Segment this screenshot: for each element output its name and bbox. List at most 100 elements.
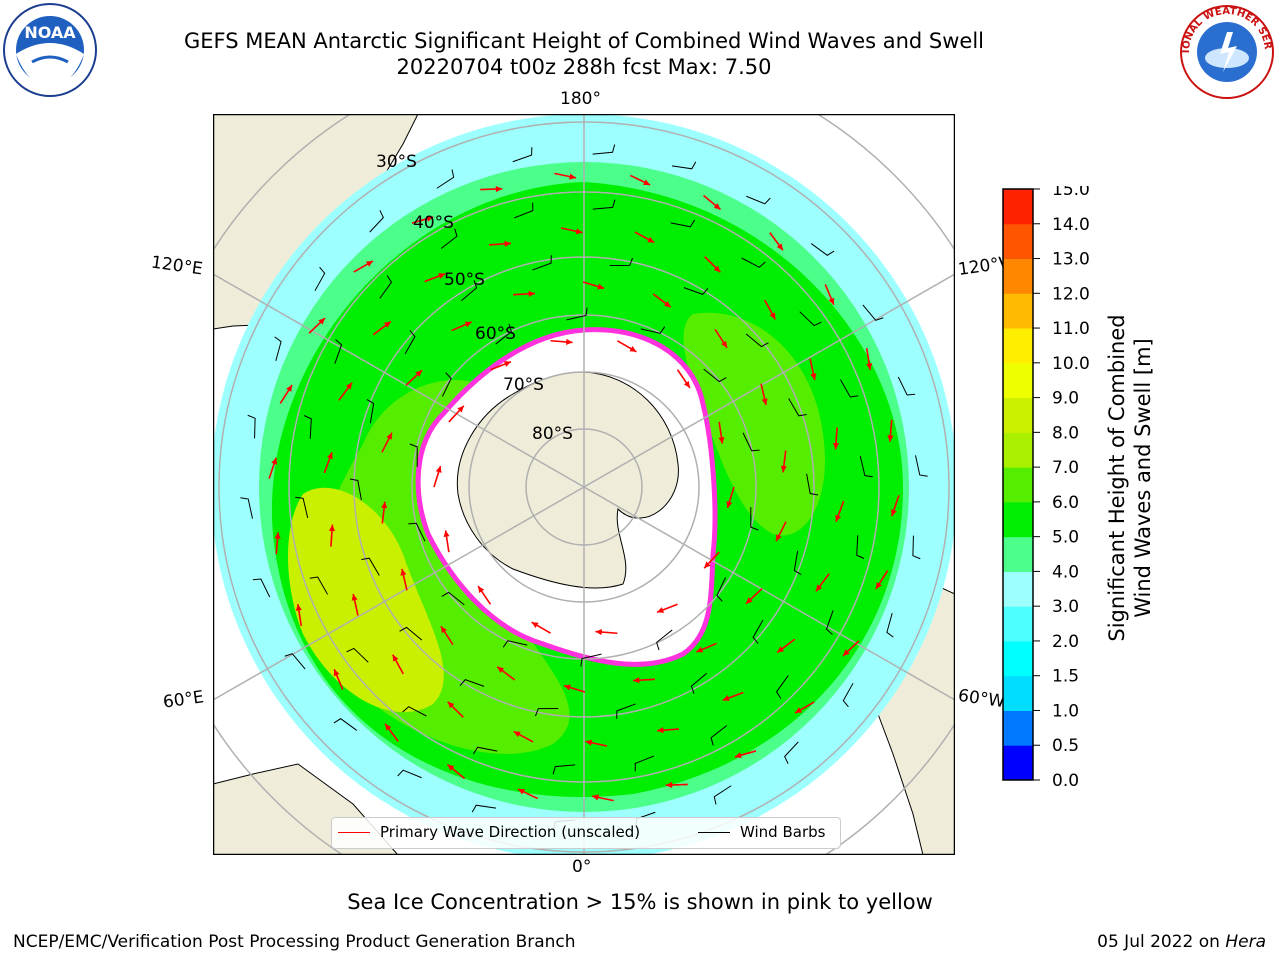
- wind-barb: [459, 679, 485, 687]
- wind-barb: [379, 275, 393, 299]
- wind-barb: [856, 535, 865, 559]
- wave-arrow-head: [835, 514, 842, 522]
- wind-barb: [409, 443, 418, 467]
- colorbar-box: [1003, 710, 1033, 746]
- footer-producer: NCEP/EMC/Verification Post Processing Pr…: [13, 932, 576, 952]
- wave-arrow-head: [385, 723, 392, 731]
- chart-title: GEFS MEAN Antarctic Significant Height o…: [183, 29, 985, 53]
- wind-barb: [799, 311, 822, 327]
- colorbar-tick-label: 0.0: [1052, 771, 1079, 786]
- polar-map: [213, 114, 955, 855]
- noaa-logo-icon: NOAA: [2, 2, 98, 102]
- wave-arrow-head: [815, 584, 823, 592]
- colorbar-box: [1003, 467, 1033, 503]
- colorbar-box: [1003, 745, 1033, 781]
- map-legend: Primary Wave Direction (unscaled) Wind B…: [331, 817, 841, 849]
- colorbar-tick-label: 7.0: [1052, 458, 1079, 478]
- wind-barb: [683, 287, 709, 295]
- wind-barb: [580, 653, 602, 667]
- wave-arrow-head: [528, 290, 535, 297]
- wind-barb: [609, 257, 634, 266]
- lat-label-70: 70°S: [503, 375, 544, 395]
- wave-arrow-head: [726, 501, 733, 509]
- wind-barb: [247, 414, 256, 439]
- colorbar-box: [1003, 293, 1033, 329]
- wave-arrow-head: [776, 243, 783, 251]
- wind-barb: [442, 372, 452, 397]
- wave-arrow-head: [271, 457, 278, 465]
- chart-subtitle: 20220704 t00z 288h fcst Max: 7.50: [396, 55, 772, 79]
- colorbar-tick-label: 4.0: [1052, 562, 1079, 582]
- wave-arrow-head: [392, 654, 399, 662]
- wind-barb: [566, 307, 588, 321]
- wind-barb: [404, 330, 416, 355]
- wind-barb: [314, 266, 326, 292]
- wind-barb: [512, 147, 533, 163]
- wave-arrow-head: [513, 731, 521, 738]
- wind-barb: [690, 672, 708, 694]
- colorbar-tick-label: 14.0: [1052, 215, 1090, 235]
- legend-wind-barbs-label: Wind Barbs: [740, 823, 826, 841]
- wind-barb: [471, 804, 497, 813]
- wave-arrow-head: [722, 695, 730, 701]
- red-line-icon: [338, 831, 370, 833]
- wave-arrow-head: [745, 597, 753, 604]
- wind-barb: [240, 497, 253, 519]
- wave-arrow-head: [633, 677, 640, 684]
- wave-arrow-head: [443, 530, 450, 538]
- wave-arrow-head: [597, 283, 605, 290]
- colorbar-tick-label: 1.0: [1052, 701, 1079, 721]
- wind-barb: [402, 706, 427, 717]
- wind-barb: [670, 219, 696, 228]
- wave-arrow-head: [734, 752, 742, 759]
- wind-barb: [334, 339, 343, 364]
- land-antarctica: [456, 371, 679, 589]
- wind-barb: [495, 323, 512, 345]
- wave-arrow-head: [381, 501, 388, 509]
- wind-barb: [252, 578, 271, 598]
- wind-barb: [742, 432, 760, 452]
- colorbar-box: [1003, 501, 1033, 538]
- lon-label-0: 0°: [572, 857, 592, 877]
- wave-arrow-head: [386, 432, 392, 440]
- wind-barb: [366, 398, 375, 424]
- black-line-icon: [698, 831, 730, 833]
- wave-arrow-head: [504, 240, 511, 247]
- wind-barb: [303, 415, 312, 439]
- wind-barb: [361, 557, 380, 576]
- wave-arrow-head: [647, 236, 655, 243]
- wind-barb: [397, 769, 422, 779]
- wind-barb: [784, 741, 799, 764]
- wave-arrow-head: [721, 340, 728, 348]
- wave-arrow-head: [657, 727, 664, 734]
- wind-barb: [346, 647, 369, 663]
- wind-barb: [806, 473, 819, 496]
- wind-barb: [532, 255, 552, 271]
- wave-arrow-head: [665, 781, 673, 789]
- lat-label-30: 30°S: [376, 152, 417, 172]
- wave-arrow-head: [440, 626, 447, 634]
- wave-arrow-head: [595, 629, 602, 636]
- wave-arrow-head: [497, 666, 505, 673]
- wind-barb: [825, 610, 834, 635]
- colorbar-tick-label: 15.0: [1052, 186, 1090, 200]
- wave-arrow-head: [704, 561, 711, 569]
- wave-arrow-head: [566, 338, 573, 345]
- lon-label-60e: 60°E: [161, 687, 206, 713]
- wind-barb: [369, 210, 384, 233]
- wind-barb: [746, 195, 771, 205]
- wind-barb: [592, 144, 616, 155]
- wind-barb: [440, 228, 458, 249]
- wave-arrow-head: [592, 794, 599, 801]
- wave-arrow-head: [351, 593, 358, 601]
- wave-arrow-head: [326, 452, 333, 460]
- wind-barb: [752, 619, 764, 644]
- wind-barb: [862, 304, 884, 321]
- colorbar-tick-label: 10.0: [1052, 354, 1090, 374]
- colorbar-tick-label: 9.0: [1052, 389, 1079, 409]
- wave-arrow-head: [333, 669, 340, 677]
- wave-arrow-head: [435, 465, 442, 473]
- colorbar: 0.0 0.5 1.0 1.5 2.0 3.0 4.0 5.0 6.0 7.0 8.0 9.0 10.0…: [1002, 186, 1090, 786]
- footer-date: 05 Jul 2022 on Hera: [1097, 932, 1266, 952]
- wind-barb: [750, 507, 759, 531]
